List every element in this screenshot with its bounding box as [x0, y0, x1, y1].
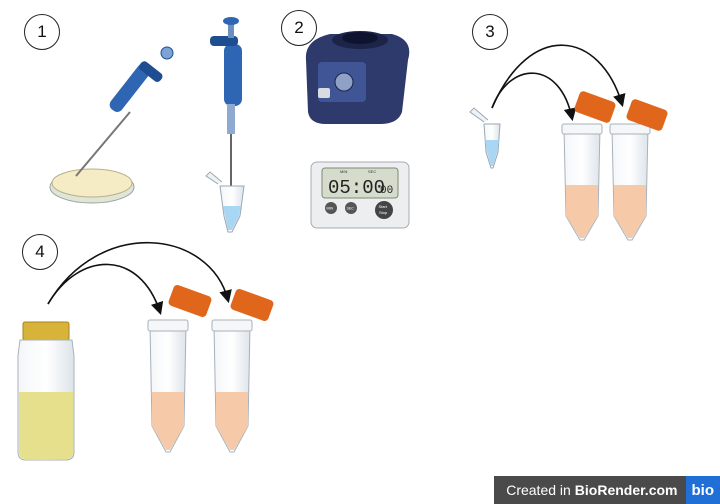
timer-min-label: MIN — [340, 169, 347, 174]
petri-dish-icon — [49, 168, 135, 204]
transfer-arrow — [491, 72, 577, 122]
transfer-arrow — [47, 263, 164, 316]
tube-cap-icon — [230, 288, 274, 322]
falcon-tube-icon — [147, 319, 189, 453]
timer-sec-button: SEC — [347, 207, 355, 211]
timer-display: 05:00 — [328, 177, 385, 199]
small-tube-icon — [469, 107, 501, 169]
vortex-mixer-icon — [305, 31, 410, 124]
transfer-arrow — [491, 44, 626, 109]
biorender-logo-icon: bio — [685, 476, 720, 504]
step-3-label: 3 — [472, 14, 508, 50]
watermark-prefix: Created in — [506, 482, 571, 498]
watermark-brand: BioRender.com — [574, 482, 678, 498]
timer-min-button: MIN — [327, 207, 334, 211]
pipette-icon — [75, 46, 174, 177]
pipette-upright-icon — [210, 17, 242, 190]
transfer-arrow — [47, 241, 232, 305]
timer-sec-label: SEC — [368, 169, 376, 174]
step-2-label: 2 — [281, 10, 317, 46]
glass-vial-icon — [17, 321, 75, 461]
timer-display-seconds: 00 — [380, 185, 393, 197]
step-4-label: 4 — [22, 234, 58, 270]
tube-cap-icon — [626, 99, 668, 131]
watermark-text: Created in BioRender.com — [494, 476, 686, 504]
tube-cap-icon — [574, 91, 616, 123]
timer-icon: MIN SEC 05:00 00 MIN SEC Start Stop — [310, 161, 410, 229]
step-1-label: 1 — [24, 14, 60, 50]
timer-start-button: Start — [379, 204, 388, 209]
falcon-tube-icon — [211, 319, 253, 453]
biorender-watermark[interactable]: Created in BioRender.com bio — [494, 476, 720, 504]
falcon-tube-icon — [609, 123, 651, 241]
microtube-icon — [205, 171, 245, 233]
falcon-tube-icon — [561, 123, 603, 241]
tube-cap-icon — [168, 284, 212, 318]
timer-stop-button: Stop — [379, 210, 388, 215]
